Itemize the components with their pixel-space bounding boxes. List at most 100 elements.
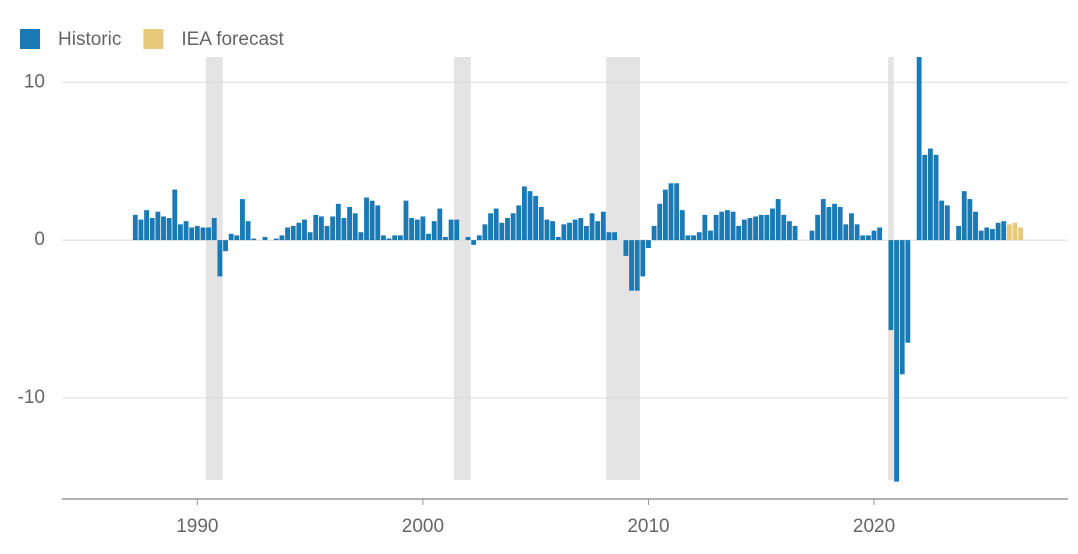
bar bbox=[623, 240, 629, 256]
bar bbox=[206, 227, 212, 241]
bar bbox=[662, 189, 668, 241]
bar bbox=[330, 216, 336, 241]
bar bbox=[741, 219, 747, 241]
bar bbox=[285, 227, 290, 241]
bar bbox=[894, 240, 899, 482]
y-tick-label: 0 bbox=[34, 229, 45, 250]
bar bbox=[990, 229, 995, 241]
bar bbox=[967, 199, 973, 241]
bar bbox=[984, 227, 990, 241]
bar bbox=[448, 219, 454, 241]
bar bbox=[347, 206, 353, 241]
bar bbox=[161, 216, 166, 241]
bar bbox=[375, 205, 381, 241]
bar bbox=[567, 222, 572, 241]
bar bbox=[409, 218, 415, 241]
bar bbox=[307, 232, 313, 241]
bar bbox=[888, 240, 894, 331]
bar bbox=[211, 218, 217, 241]
bar bbox=[403, 200, 409, 241]
bar bbox=[392, 235, 398, 241]
recession-band bbox=[205, 57, 223, 480]
bar bbox=[809, 230, 815, 241]
x-tick-label: 2000 bbox=[402, 516, 444, 537]
bar bbox=[223, 240, 228, 252]
bar bbox=[476, 235, 482, 241]
bar bbox=[290, 225, 296, 241]
bar bbox=[708, 230, 713, 241]
bar bbox=[454, 219, 460, 241]
bar bbox=[1001, 221, 1007, 241]
bar bbox=[313, 214, 319, 241]
bar bbox=[724, 210, 730, 241]
bar bbox=[296, 222, 302, 241]
bar bbox=[956, 225, 962, 241]
bar bbox=[414, 219, 420, 241]
bar bbox=[335, 203, 341, 241]
bar bbox=[228, 233, 234, 241]
bar bbox=[544, 219, 550, 241]
legend-swatch bbox=[143, 29, 164, 49]
bar bbox=[944, 205, 950, 241]
bar bbox=[927, 148, 933, 241]
bar bbox=[166, 218, 172, 241]
bar bbox=[132, 214, 138, 241]
bar bbox=[899, 240, 905, 375]
recession-band bbox=[606, 57, 640, 480]
bar bbox=[702, 214, 708, 241]
bar bbox=[691, 235, 696, 241]
bar bbox=[364, 197, 369, 241]
bar bbox=[736, 225, 742, 241]
bar bbox=[318, 216, 324, 241]
bar bbox=[939, 200, 945, 241]
bar bbox=[381, 235, 386, 241]
bar bbox=[471, 240, 477, 245]
bar bbox=[499, 222, 505, 241]
bar bbox=[854, 224, 860, 241]
bar bbox=[493, 208, 499, 241]
bar bbox=[826, 206, 832, 241]
bar bbox=[177, 224, 183, 241]
bar bbox=[341, 218, 347, 241]
bar bbox=[217, 240, 223, 277]
bar bbox=[1012, 222, 1018, 241]
bar bbox=[612, 232, 618, 241]
bar bbox=[674, 183, 680, 241]
bar bbox=[155, 211, 161, 241]
bar bbox=[550, 221, 556, 241]
bar bbox=[273, 238, 279, 241]
bar bbox=[144, 210, 150, 241]
bar bbox=[679, 210, 685, 241]
bar bbox=[730, 211, 736, 241]
bar bbox=[465, 236, 471, 241]
bar bbox=[995, 222, 1001, 241]
bar bbox=[420, 216, 426, 241]
bar bbox=[437, 208, 443, 241]
bar bbox=[245, 221, 251, 241]
bar bbox=[871, 230, 877, 241]
bar bbox=[200, 227, 206, 241]
bar bbox=[792, 225, 798, 241]
bar bbox=[668, 183, 674, 241]
bar bbox=[240, 199, 245, 241]
bar bbox=[521, 186, 527, 241]
bar bbox=[646, 240, 651, 249]
bar bbox=[600, 211, 606, 241]
x-tick-label: 1990 bbox=[176, 516, 218, 537]
bar bbox=[651, 225, 657, 241]
bar bbox=[324, 225, 330, 241]
bar bbox=[685, 235, 691, 241]
bar bbox=[172, 189, 178, 241]
bar bbox=[194, 225, 200, 241]
bar bbox=[584, 225, 589, 241]
bar bbox=[589, 213, 595, 241]
bar bbox=[764, 214, 770, 241]
bar bbox=[719, 211, 725, 241]
bar bbox=[510, 213, 516, 241]
bar bbox=[505, 218, 510, 241]
bar bbox=[973, 211, 978, 241]
bar bbox=[595, 221, 601, 241]
bar bbox=[978, 230, 984, 241]
bar bbox=[426, 233, 431, 241]
